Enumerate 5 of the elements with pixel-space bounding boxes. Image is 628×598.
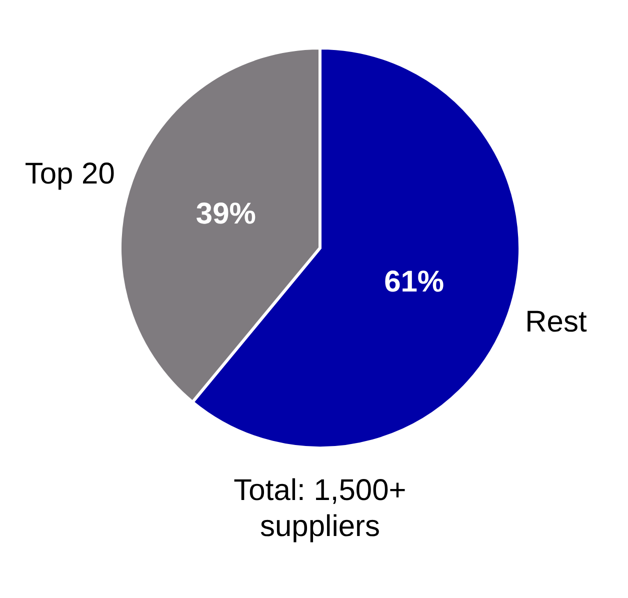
data-label: 39% — [196, 198, 256, 231]
data-label: 61% — [384, 265, 444, 298]
slice-label: Rest — [525, 305, 588, 338]
text: Total: 1,500+ suppliers — [234, 474, 406, 543]
slice-label: Top 20 — [24, 158, 115, 191]
